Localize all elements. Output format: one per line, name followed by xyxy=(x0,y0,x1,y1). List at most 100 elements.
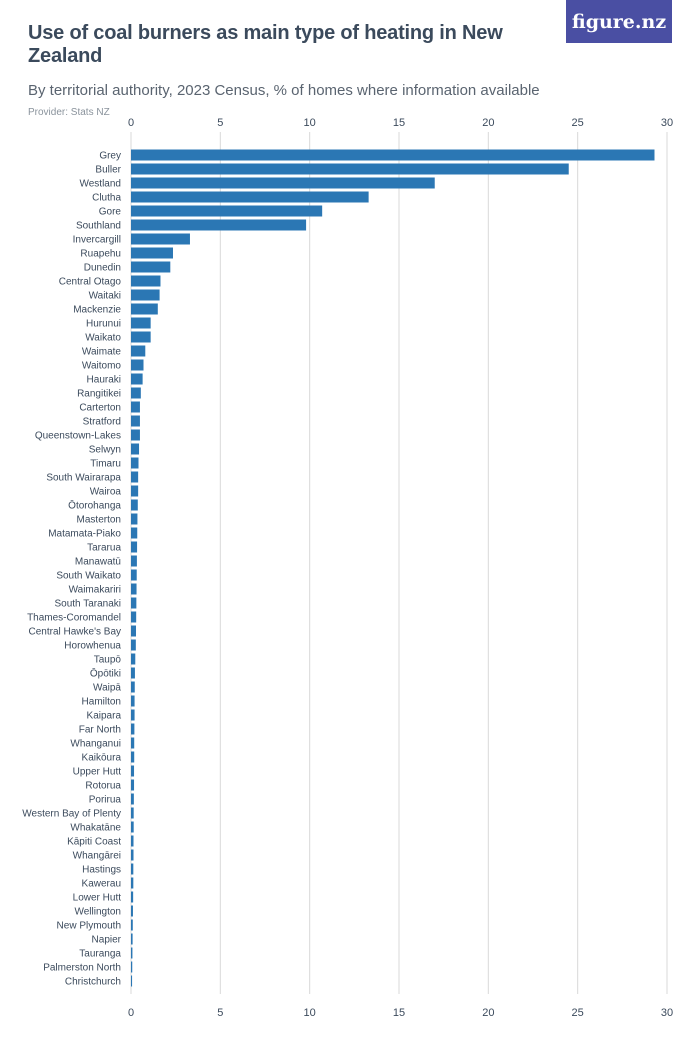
bar xyxy=(131,919,133,931)
bar xyxy=(131,723,135,735)
category-label: Stratford xyxy=(83,417,121,428)
x-tick-label-bottom: 20 xyxy=(482,1007,494,1019)
bar xyxy=(131,653,136,665)
bar xyxy=(131,975,133,987)
category-label: Carterton xyxy=(79,403,121,414)
category-label: Napier xyxy=(92,935,122,946)
bar xyxy=(131,611,137,623)
figure-nz-logo[interactable]: figure.nz xyxy=(566,0,672,43)
category-label: Hamilton xyxy=(82,697,121,708)
category-label: Southland xyxy=(76,221,121,232)
category-label: Grey xyxy=(99,151,121,162)
category-label: Porirua xyxy=(89,795,122,806)
category-label: Timaru xyxy=(90,459,121,470)
category-label: Wellington xyxy=(74,907,121,918)
category-label: Wairoa xyxy=(90,487,122,498)
bar xyxy=(131,933,133,945)
category-label: Waikato xyxy=(85,333,121,344)
category-label: Christchurch xyxy=(65,977,121,988)
x-tick-label-bottom: 15 xyxy=(393,1007,405,1019)
bar xyxy=(131,877,134,889)
x-tick-label-bottom: 25 xyxy=(572,1007,584,1019)
category-label: Waimate xyxy=(82,347,122,358)
category-label: Waipā xyxy=(93,683,121,694)
category-label: Invercargill xyxy=(73,235,121,246)
category-label: Matamata-Piako xyxy=(48,529,121,540)
category-label: Buller xyxy=(95,165,121,176)
bar xyxy=(131,443,140,455)
bar xyxy=(131,527,138,539)
category-label: Western Bay of Plenty xyxy=(22,809,121,820)
category-label: Lower Hutt xyxy=(73,893,122,904)
x-tick-label-top: 25 xyxy=(572,117,584,129)
category-label: Whakatāne xyxy=(70,823,121,834)
category-label: Central Hawke's Bay xyxy=(29,627,122,638)
bar xyxy=(131,163,569,175)
category-label: Tararua xyxy=(87,543,121,554)
bar xyxy=(131,317,151,329)
category-label: Rangitikei xyxy=(77,389,121,400)
bar xyxy=(131,457,139,469)
bar xyxy=(131,373,143,385)
bar xyxy=(131,359,144,371)
category-label: Hurunui xyxy=(86,319,121,330)
category-label: Mackenzie xyxy=(73,305,121,316)
category-label: Waitaki xyxy=(89,291,121,302)
category-label: Waimakariri xyxy=(69,585,121,596)
category-label: South Waikato xyxy=(56,571,121,582)
bar xyxy=(131,303,158,315)
bar xyxy=(131,289,160,301)
bar xyxy=(131,331,151,343)
category-label: Ōpōtiki xyxy=(90,668,121,680)
category-label: Kāpiti Coast xyxy=(67,837,121,848)
bar xyxy=(131,891,134,903)
bar xyxy=(131,233,190,245)
category-label: Clutha xyxy=(92,193,121,204)
bar xyxy=(131,695,135,707)
category-label: Horowhenua xyxy=(64,641,121,652)
bar xyxy=(131,429,140,441)
bar xyxy=(131,191,369,203)
category-label: Westland xyxy=(79,179,121,190)
category-label: Kaipara xyxy=(87,711,122,722)
bar xyxy=(131,275,161,287)
bar xyxy=(131,485,139,497)
category-label: Hastings xyxy=(82,865,121,876)
bar xyxy=(131,793,134,805)
bar xyxy=(131,499,138,511)
category-label: Dunedin xyxy=(84,263,121,274)
category-label: Manawatū xyxy=(75,557,121,568)
x-tick-label-top: 20 xyxy=(482,117,494,129)
category-label: Upper Hutt xyxy=(73,767,122,778)
x-tick-label-bottom: 30 xyxy=(661,1007,673,1019)
bar xyxy=(131,667,135,679)
bar xyxy=(131,345,146,357)
category-label: New Plymouth xyxy=(57,921,121,932)
x-tick-label-top: 30 xyxy=(661,117,673,129)
bar xyxy=(131,807,134,819)
bar xyxy=(131,597,137,609)
x-tick-label-bottom: 5 xyxy=(217,1007,223,1019)
bar xyxy=(131,583,137,595)
bar xyxy=(131,387,141,399)
category-label: South Taranaki xyxy=(54,599,121,610)
category-label: Gore xyxy=(99,207,122,218)
category-label: Hauraki xyxy=(87,375,121,386)
bar xyxy=(131,863,134,875)
category-label: Whangārei xyxy=(73,851,121,862)
bar xyxy=(131,219,307,231)
bar xyxy=(131,261,171,273)
bar xyxy=(131,471,139,483)
category-label: Kaikōura xyxy=(82,753,122,764)
chart-title: Use of coal burners as main type of heat… xyxy=(28,22,503,67)
x-tick-label-bottom: 10 xyxy=(304,1007,316,1019)
category-label: Rotorua xyxy=(85,781,121,792)
x-tick-label-top: 15 xyxy=(393,117,405,129)
x-tick-label-top: 0 xyxy=(128,117,134,129)
bar xyxy=(131,681,135,693)
bar xyxy=(131,401,140,413)
category-label: Whanganui xyxy=(70,739,121,750)
bar xyxy=(131,625,137,637)
bar xyxy=(131,247,173,259)
